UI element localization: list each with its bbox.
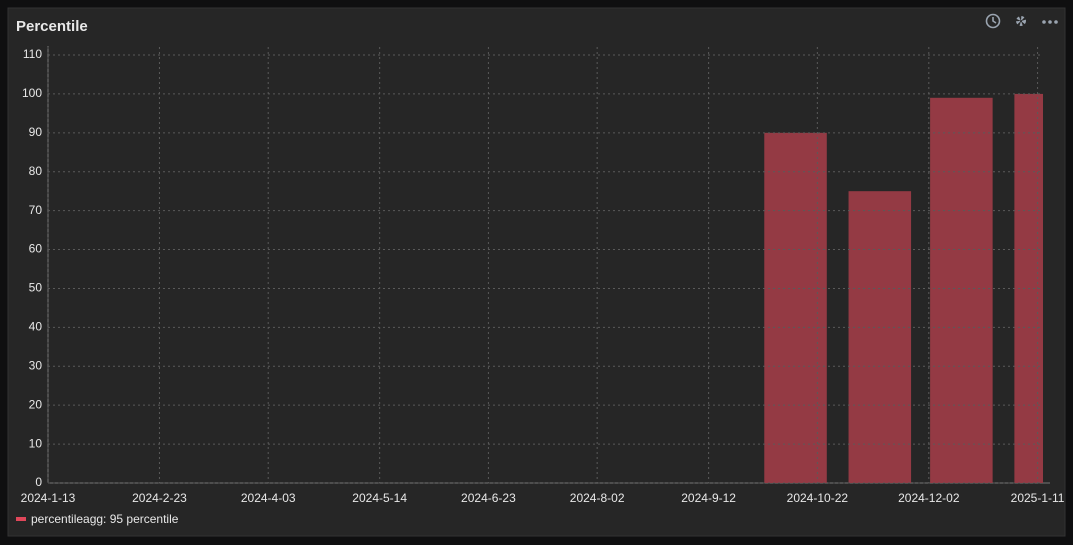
y-tick-label: 50 bbox=[29, 281, 43, 295]
panel-icons[interactable] bbox=[985, 13, 1026, 29]
x-tick-label: 2024-2-23 bbox=[132, 491, 187, 505]
bar bbox=[848, 191, 912, 483]
x-tick-label: 2024-5-14 bbox=[352, 491, 407, 505]
x-tick-label: 2024-10-22 bbox=[787, 491, 849, 505]
legend-swatch bbox=[16, 517, 26, 521]
plot-area bbox=[764, 93, 1043, 484]
y-tick-label: 100 bbox=[22, 86, 42, 100]
x-tick-label: 2024-9-12 bbox=[681, 491, 736, 505]
y-tick-label: 0 bbox=[35, 475, 42, 489]
y-tick-label: 30 bbox=[29, 358, 43, 372]
y-tick-label: 110 bbox=[23, 47, 42, 61]
history-icon[interactable] bbox=[985, 13, 1001, 29]
y-tick-label: 80 bbox=[29, 164, 43, 178]
x-tick-label: 2024-6-23 bbox=[461, 491, 516, 505]
y-tick-label: 70 bbox=[29, 203, 43, 217]
x-tick-label: 2025-1-11 bbox=[1011, 491, 1065, 505]
x-tick-label: 2024-4-03 bbox=[241, 491, 296, 505]
bar bbox=[930, 97, 993, 484]
x-tick-label: 2024-12-02 bbox=[898, 491, 960, 505]
y-tick-label: 40 bbox=[29, 320, 43, 334]
x-tick-label: 2024-8-02 bbox=[570, 491, 625, 505]
settings-icon[interactable] bbox=[1016, 16, 1026, 26]
y-tick-label: 10 bbox=[29, 436, 43, 450]
x-tick-label: 2024-1-13 bbox=[21, 491, 76, 505]
history-hand bbox=[992, 17, 997, 24]
legend-label: percentileagg: 95 percentile bbox=[31, 512, 179, 526]
y-tick-label: 60 bbox=[29, 242, 43, 256]
chart-title: Percentile bbox=[16, 18, 88, 35]
bar bbox=[764, 132, 827, 483]
more-icon[interactable] bbox=[1042, 20, 1058, 24]
y-tick-label: 20 bbox=[29, 397, 43, 411]
y-tick-label: 90 bbox=[29, 125, 43, 139]
